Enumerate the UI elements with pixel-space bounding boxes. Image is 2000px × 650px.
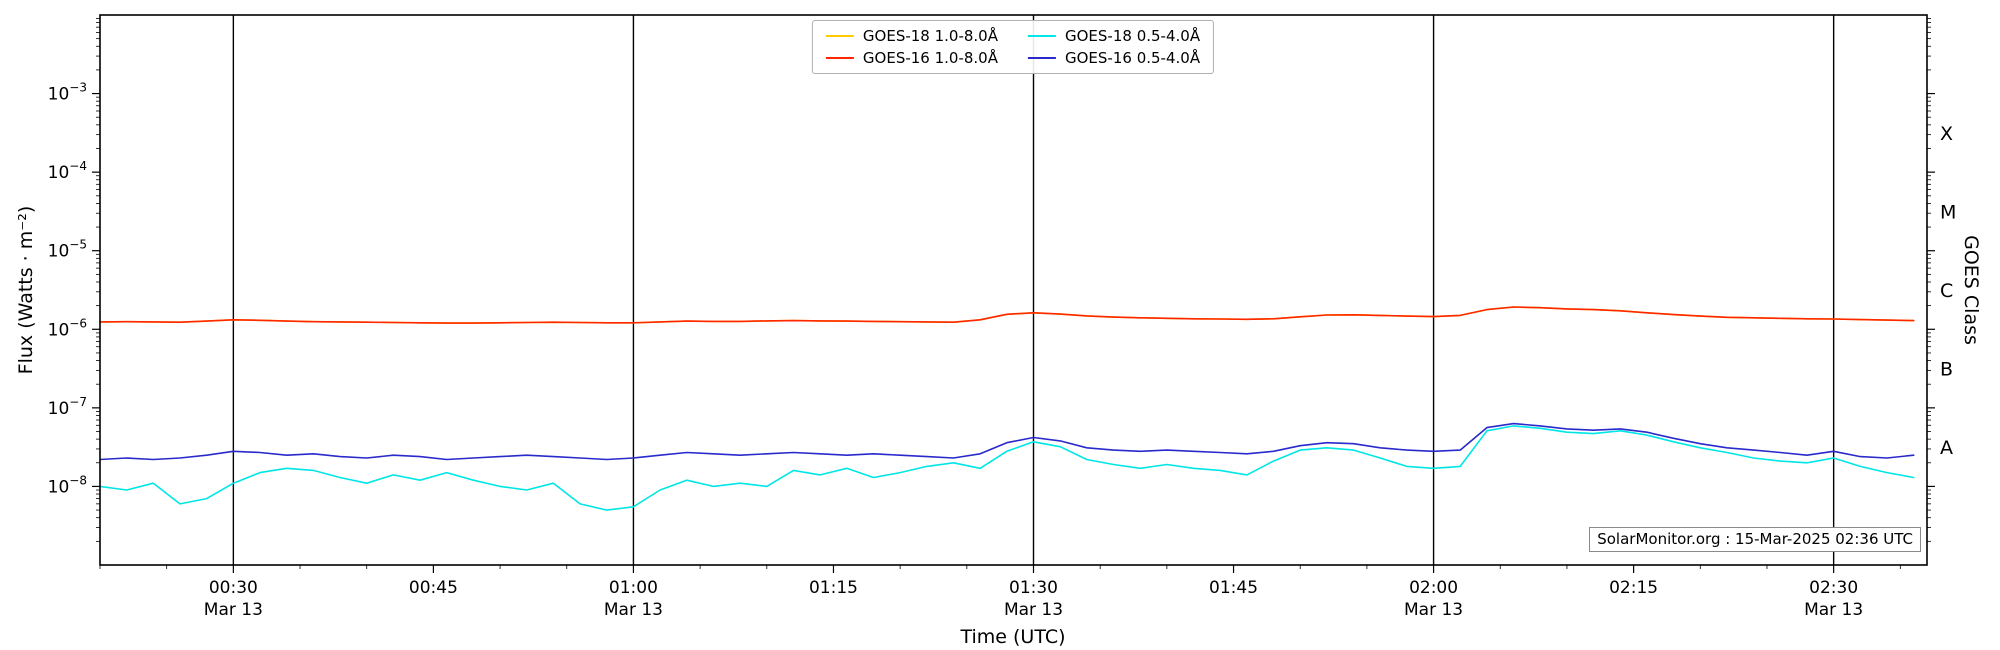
goes-class-c: C xyxy=(1940,280,1953,302)
x-tick-date-label: Mar 13 xyxy=(1004,600,1063,620)
legend-label: GOES-16 1.0-8.0Å xyxy=(862,49,998,67)
goes-class-m: M xyxy=(1940,201,1956,223)
legend-label: GOES-18 0.5-4.0Å xyxy=(1065,27,1201,45)
series-lines xyxy=(99,306,1915,511)
legend-line-sample xyxy=(1028,35,1056,37)
x-tick-label: 01:30 xyxy=(1009,578,1058,598)
plot-border xyxy=(99,14,1928,566)
right-axis-label: GOES Class xyxy=(1960,235,1982,345)
legend-line-sample xyxy=(825,35,854,37)
x-tick-label: 02:15 xyxy=(1609,578,1658,598)
x-tick-date-label: Mar 13 xyxy=(604,600,663,620)
axis-ticks xyxy=(92,18,1935,573)
solarmonitor-timestamp: SolarMonitor.org : 15-Mar-2025 02:36 UTC xyxy=(1589,527,1921,552)
y-tick-label: 10−7 xyxy=(48,395,87,419)
x-axis-label: Time (UTC) xyxy=(960,626,1066,648)
legend-item: GOES-16 0.5-4.0Å xyxy=(1028,49,1200,67)
legend-item: GOES-18 0.5-4.0Å xyxy=(1028,27,1200,45)
y-axis-label: Flux (Watts · m⁻²) xyxy=(15,205,37,375)
series-goes16_long xyxy=(99,306,1915,324)
vertical-gridlines xyxy=(232,15,1835,565)
goes-class-a: A xyxy=(1940,437,1953,459)
goes-class-x: X xyxy=(1940,123,1953,145)
x-tick-label: 02:00 xyxy=(1409,578,1458,598)
x-tick-date-label: Mar 13 xyxy=(1804,600,1863,620)
y-tick-label: 10−4 xyxy=(48,159,87,183)
goes-class-labels: X M C B A xyxy=(1940,123,1956,459)
legend: GOES-18 1.0-8.0Å GOES-16 1.0-8.0Å GOES-18 … xyxy=(811,20,1215,74)
legend-label: GOES-18 1.0-8.0Å xyxy=(862,27,998,45)
x-tick-label: 01:45 xyxy=(1209,578,1258,598)
y-tick-label: 10−6 xyxy=(48,316,87,340)
legend-line-sample xyxy=(825,57,854,59)
y-tick-label: 10−5 xyxy=(48,238,87,262)
y-tick-label: 10−8 xyxy=(48,473,87,497)
y-tick-label: 10−3 xyxy=(48,81,87,105)
legend-line-sample xyxy=(1028,57,1056,59)
series-goes18_short xyxy=(99,425,1915,511)
series-goes16_short xyxy=(99,422,1915,461)
x-tick-label: 02:30 xyxy=(1809,578,1858,598)
x-tick-date-label: Mar 13 xyxy=(1404,600,1463,620)
x-tick-label: 00:30 xyxy=(209,578,258,598)
legend-label: GOES-16 0.5-4.0Å xyxy=(1065,49,1201,67)
legend-item: GOES-16 1.0-8.0Å xyxy=(825,49,998,67)
goes-class-b: B xyxy=(1940,359,1953,381)
x-tick-date-label: Mar 13 xyxy=(204,600,263,620)
x-tick-label: 01:00 xyxy=(609,578,658,598)
x-tick-label: 01:15 xyxy=(809,578,858,598)
legend-item: GOES-18 1.0-8.0Å xyxy=(825,27,998,45)
x-tick-label: 00:45 xyxy=(409,578,458,598)
